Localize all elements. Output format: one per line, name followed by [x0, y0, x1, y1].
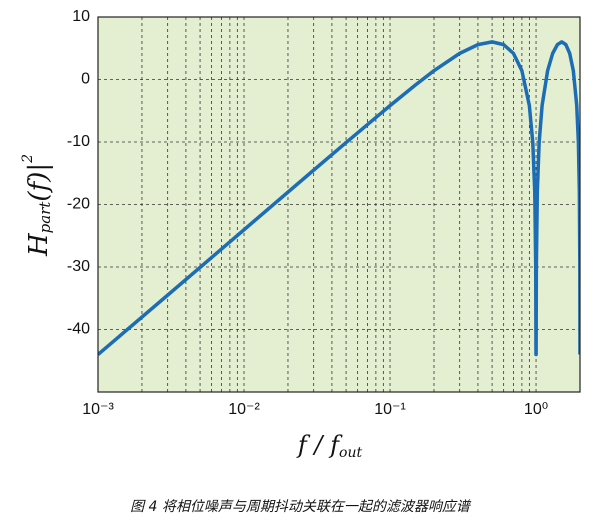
x-tick-label: 10⁰ [524, 401, 548, 418]
y-tick-label: 10 [72, 8, 90, 25]
x-label-main: f / f [296, 431, 343, 459]
y-tick-label: 0 [81, 71, 90, 88]
x-axis-label: f / fout [296, 431, 363, 462]
y-axis-label: Hpart(f)|2 [20, 154, 54, 257]
y-tick-label: -40 [67, 321, 90, 338]
y-tick-label: -30 [67, 258, 90, 275]
x-tick-label: 10⁻² [228, 401, 260, 418]
data-line [98, 40, 580, 357]
y-label-sub: part [36, 201, 54, 234]
x-tick-label: 10⁻³ [82, 401, 114, 418]
plot-frame [97, 16, 581, 393]
x-tick-label: 10⁻¹ [374, 401, 406, 418]
y-tick-label: -20 [67, 196, 90, 213]
x-label-sub: out [339, 445, 362, 461]
y-label-sup: 2 [20, 154, 36, 164]
caption: 图 4 将相位噪声与周期抖动关联在一起的滤波器响应谱 [130, 499, 472, 515]
y-label-main: H [24, 232, 54, 257]
y-label-rest: (f)| [24, 163, 54, 202]
y-tick-label: -10 [67, 133, 90, 150]
